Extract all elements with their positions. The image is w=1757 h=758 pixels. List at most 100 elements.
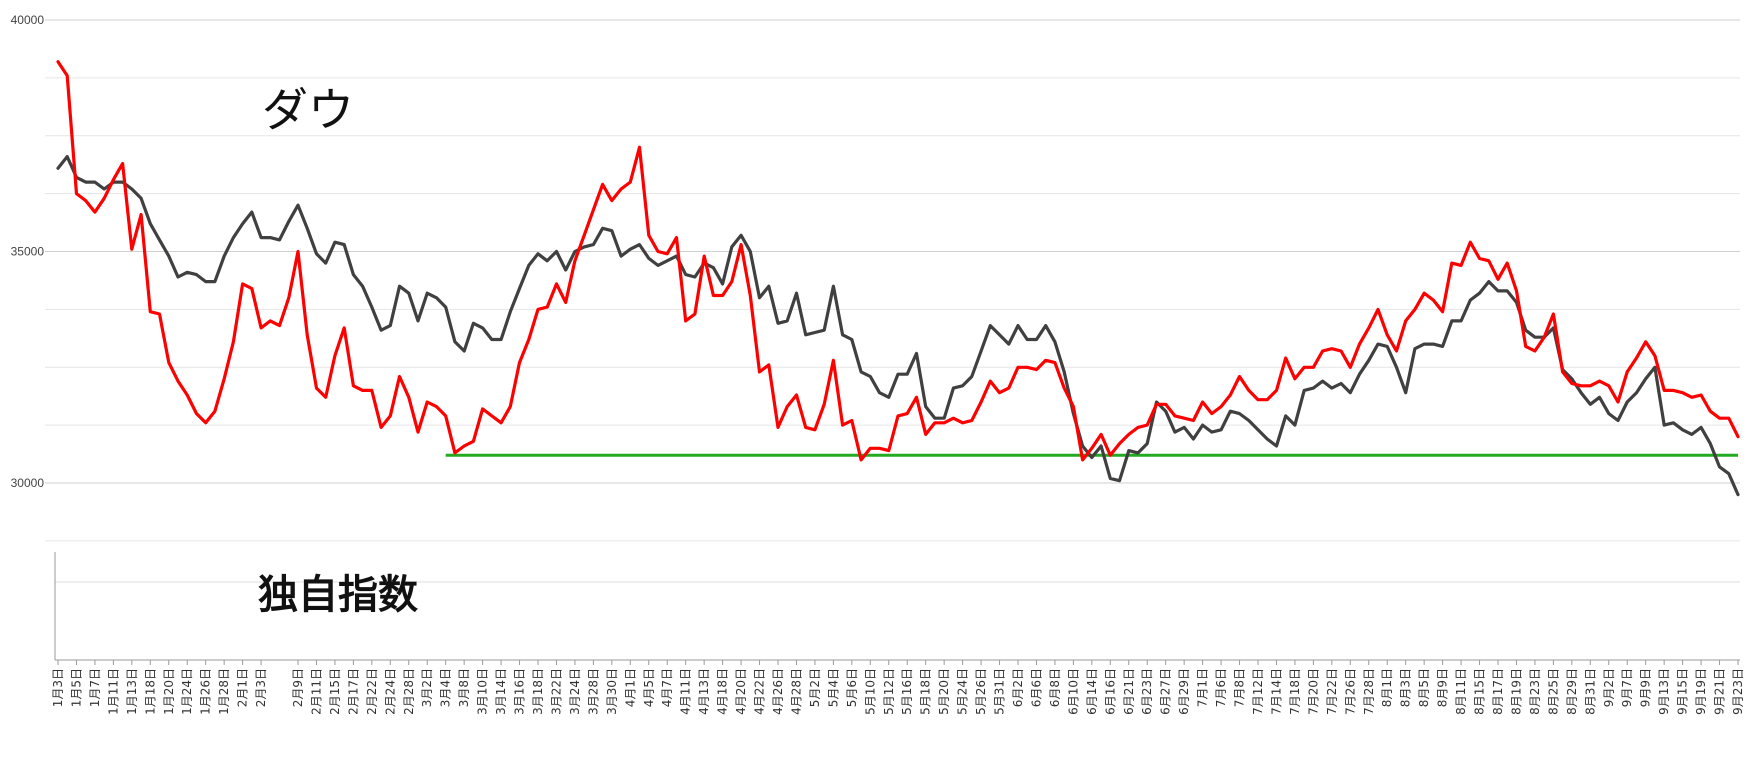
x-tick-label: 7月1日	[1196, 668, 1210, 707]
x-tick-label: 5月6日	[845, 668, 859, 707]
x-tick-label: 1月3日	[51, 668, 65, 707]
x-tick-label: 9月21日	[1713, 668, 1727, 715]
x-tick-label: 9月23日	[1731, 668, 1745, 715]
x-tick-label: 2月22日	[365, 668, 379, 715]
x-tick-label: 2月28日	[402, 668, 416, 715]
x-tick-label: 7月28日	[1362, 668, 1376, 715]
x-tick-label: 2月15日	[328, 668, 342, 715]
x-tick-label: 7月8日	[1233, 668, 1247, 707]
x-tick-label: 8月23日	[1528, 668, 1542, 715]
x-tick-label: 1月11日	[106, 668, 120, 715]
y-tick-label: 35000	[11, 245, 45, 259]
x-tick-label: 7月18日	[1288, 668, 1302, 715]
x-tick-label: 6月6日	[1029, 668, 1043, 707]
x-tick-label: 8月1日	[1380, 668, 1394, 707]
x-tick-label: 1月24日	[180, 668, 194, 715]
x-tick-label: 8月25日	[1546, 668, 1560, 715]
x-tick-label: 4月13日	[697, 668, 711, 715]
index-annotation: 独自指数	[258, 572, 418, 618]
x-tick-label: 2月9日	[291, 668, 305, 707]
x-tick-label: 1月28日	[217, 668, 231, 715]
x-tick-label: 3月14日	[494, 668, 508, 715]
x-tick-label: 4月22日	[753, 668, 767, 715]
x-tick-label: 4月1日	[623, 668, 637, 707]
x-tick-label: 7月14日	[1269, 668, 1283, 715]
x-tick-label: 6月23日	[1140, 668, 1154, 715]
x-tick-label: 1月18日	[143, 668, 157, 715]
x-tick-label: 7月22日	[1325, 668, 1339, 715]
x-tick-label: 1月26日	[199, 668, 213, 715]
x-tick-label: 9月13日	[1657, 668, 1671, 715]
x-tick-label: 5月20日	[937, 668, 951, 715]
x-tick-label: 3月30日	[605, 668, 619, 715]
x-tick-label: 2月17日	[346, 668, 360, 715]
x-tick-label: 2月11日	[309, 668, 323, 715]
x-tick-label: 3月8日	[457, 668, 471, 707]
x-tick-label: 3月2日	[420, 668, 434, 707]
x-tick-label: 6月10日	[1066, 668, 1080, 715]
series-line-dow	[56, 155, 1740, 497]
x-tick-label: 5月18日	[919, 668, 933, 715]
x-tick-label: 8月15日	[1473, 668, 1487, 715]
y-tick-label: 40000	[11, 13, 45, 27]
x-tick-label: 9月19日	[1694, 668, 1708, 715]
x-tick-label: 9月2日	[1602, 668, 1616, 707]
x-tick-label: 6月29日	[1177, 668, 1191, 715]
x-tick-label: 9月15日	[1676, 668, 1690, 715]
x-tick-label: 5月24日	[956, 668, 970, 715]
series-line-index	[56, 60, 1740, 462]
y-tick-label: 30000	[11, 476, 45, 490]
x-tick-label: 6月2日	[1011, 668, 1025, 707]
x-tick-label: 7月26日	[1343, 668, 1357, 715]
x-tick-label: 4月7日	[660, 668, 674, 707]
x-tick-label: 7月12日	[1251, 668, 1265, 715]
x-tick-label: 4月28日	[789, 668, 803, 715]
x-tick-label: 8月17日	[1491, 668, 1505, 715]
x-tick-label: 5月10日	[863, 668, 877, 715]
x-tick-label: 6月16日	[1103, 668, 1117, 715]
x-tick-label: 8月3日	[1399, 668, 1413, 707]
x-tick-label: 3月18日	[531, 668, 545, 715]
x-tick-label: 2月1日	[236, 668, 250, 707]
x-tick-label: 5月2日	[808, 668, 822, 707]
x-tick-label: 5月16日	[900, 668, 914, 715]
x-tick-label: 2月3日	[254, 668, 268, 707]
dow-annotation: ダウ	[262, 83, 354, 137]
x-tick-label: 4月20日	[734, 668, 748, 715]
x-tick-label: 5月4日	[826, 668, 840, 707]
x-tick-label: 4月5日	[642, 668, 656, 707]
x-tick-label: 5月26日	[974, 668, 988, 715]
x-tick-label: 8月5日	[1417, 668, 1431, 707]
x-tick-label: 6月27日	[1159, 668, 1173, 715]
x-tick-label: 5月12日	[882, 668, 896, 715]
x-tick-label: 8月9日	[1436, 668, 1450, 707]
x-tick-label: 9月7日	[1620, 668, 1634, 707]
x-tick-label: 3月28日	[586, 668, 600, 715]
x-tick-label: 9月9日	[1639, 668, 1653, 707]
x-tick-label: 5月31日	[993, 668, 1007, 715]
x-tick-label: 6月21日	[1122, 668, 1136, 715]
x-tick-label: 6月14日	[1085, 668, 1099, 715]
x-tick-label: 8月19日	[1509, 668, 1523, 715]
x-tick-label: 7月6日	[1214, 668, 1228, 707]
x-tick-label: 8月31日	[1583, 668, 1597, 715]
x-tick-label: 3月10日	[476, 668, 490, 715]
x-tick-label: 4月18日	[716, 668, 730, 715]
x-tick-label: 8月29日	[1565, 668, 1579, 715]
x-tick-label: 3月24日	[568, 668, 582, 715]
x-tick-label: 8月11日	[1454, 668, 1468, 715]
x-tick-label: 1月20日	[162, 668, 176, 715]
x-tick-label: 3月4日	[439, 668, 453, 707]
x-tick-label: 1月7日	[88, 668, 102, 707]
x-tick-label: 4月11日	[679, 668, 693, 715]
x-tick-label: 1月13日	[125, 668, 139, 715]
x-tick-label: 6月8日	[1048, 668, 1062, 707]
x-tick-label: 2月24日	[383, 668, 397, 715]
x-tick-label: 1月5日	[69, 668, 83, 707]
x-tick-label: 4月26日	[771, 668, 785, 715]
x-tick-label: 7月20日	[1306, 668, 1320, 715]
x-tick-label: 3月22日	[549, 668, 563, 715]
x-tick-label: 3月16日	[513, 668, 527, 715]
